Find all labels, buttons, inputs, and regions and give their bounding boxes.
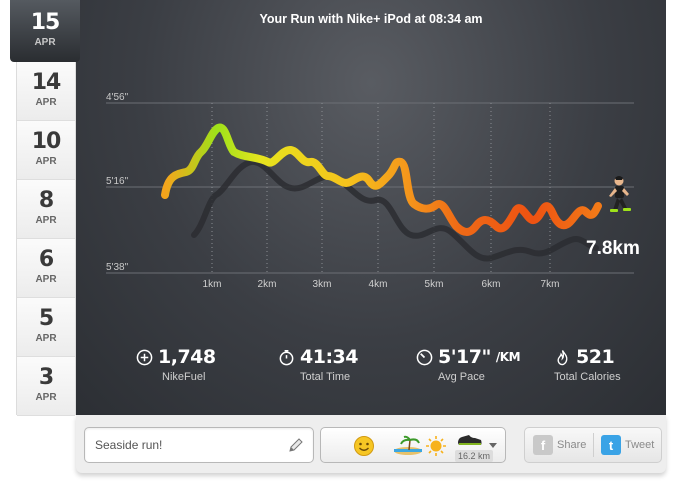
y-tick-label: 5'38" [106, 262, 129, 273]
run-note-input[interactable] [84, 427, 314, 463]
smiley-icon [354, 436, 374, 456]
date-day: 15 [30, 10, 61, 35]
facebook-share-button[interactable]: f Share [533, 428, 586, 462]
run-stats: 1,748 NikeFuel 41:34 Total Time 5'17" /KM… [76, 346, 666, 396]
y-tick-label: 5'16" [106, 176, 129, 187]
stat-total-calories: 521 Total Calories [554, 346, 666, 383]
date-item-15-apr[interactable]: 15 APR [10, 0, 80, 62]
nikefuel-icon [136, 349, 153, 365]
sun-icon [426, 436, 446, 456]
run-toolbar: 16.2 km f Share t Tweet [76, 415, 666, 475]
stat-nikefuel: 1,748 NikeFuel [136, 346, 266, 383]
pace-chart: 4'56" 5'16" 5'38" 1km 2km 3km 4km 5km 6k… [106, 92, 640, 290]
run-tags-selector[interactable]: 16.2 km [320, 427, 506, 463]
chevron-down-icon [489, 443, 497, 448]
run-title: Your Run with Nike+ iPod at 08:34 am [259, 12, 483, 26]
date-month: APR [34, 37, 56, 48]
x-tick-label: 4km [369, 279, 388, 290]
date-month: APR [35, 97, 57, 108]
date-month: APR [35, 274, 57, 285]
pace-line [161, 123, 602, 236]
x-tick-label: 7km [541, 279, 560, 290]
date-item-8-apr[interactable]: 8 APR [17, 180, 75, 239]
date-item-10-apr[interactable]: 10 APR [17, 121, 75, 180]
date-item-5-apr[interactable]: 5 APR [17, 298, 75, 357]
x-tick-label: 2km [258, 279, 277, 290]
previous-run-shadow-line [191, 159, 599, 262]
shoe-distance: 16.2 km [455, 450, 494, 462]
date-day: 8 [38, 188, 54, 213]
stat-avg-pace: 5'17" /KM Avg Pace [416, 346, 546, 383]
total-distance-label: 7.8km [586, 238, 640, 259]
x-tick-label: 6km [482, 279, 501, 290]
date-day: 5 [38, 306, 54, 331]
facebook-icon: f [533, 435, 553, 455]
date-day: 10 [31, 129, 62, 154]
x-tick-label: 5km [425, 279, 444, 290]
x-tick-label: 3km [313, 279, 332, 290]
stat-value: 1,748 [158, 346, 216, 368]
date-day: 3 [38, 365, 54, 390]
tweet-label: Tweet [625, 439, 655, 451]
twitter-icon: t [601, 435, 621, 455]
runner-icon [609, 176, 631, 212]
pencil-icon[interactable] [288, 437, 304, 453]
y-tick-label: 4'56" [106, 92, 129, 103]
date-month: APR [35, 392, 57, 403]
stopwatch-icon [279, 349, 294, 365]
date-month: APR [35, 333, 57, 344]
stat-label: NikeFuel [162, 371, 206, 383]
stat-value: 521 [576, 346, 615, 368]
date-item-3-apr[interactable]: 3 APR [17, 357, 75, 416]
flame-icon [557, 349, 568, 365]
social-share-group: f Share t Tweet [524, 427, 662, 463]
date-month: APR [35, 215, 57, 226]
shoe-icon [458, 435, 482, 445]
run-summary-panel: Your Run with Nike+ iPod at 08:34 am 4'5… [76, 0, 666, 415]
date-item-6-apr[interactable]: 6 APR [17, 239, 75, 298]
stat-label: Total Time [300, 371, 351, 383]
stat-total-time: 41:34 Total Time [278, 346, 408, 383]
share-label: Share [557, 439, 587, 451]
x-tick-label: 1km [203, 279, 222, 290]
date-item-14-apr[interactable]: 14 APR [17, 62, 75, 121]
stat-value: 41:34 [300, 346, 358, 368]
button-divider [593, 433, 594, 457]
run-date-list: 15 APR 14 APR 10 APR 8 APR 6 APR 5 APR 3… [10, 0, 80, 416]
stat-value: 5'17" [438, 346, 491, 368]
beach-icon [394, 435, 422, 455]
date-month: APR [35, 156, 57, 167]
stat-label: Avg Pace [438, 371, 485, 383]
date-day: 14 [31, 70, 62, 95]
speedometer-icon [416, 349, 433, 365]
stat-label: Total Calories [554, 371, 621, 383]
date-day: 6 [38, 247, 54, 272]
stat-unit: /KM [495, 350, 521, 364]
twitter-tweet-button[interactable]: t Tweet [601, 428, 654, 462]
